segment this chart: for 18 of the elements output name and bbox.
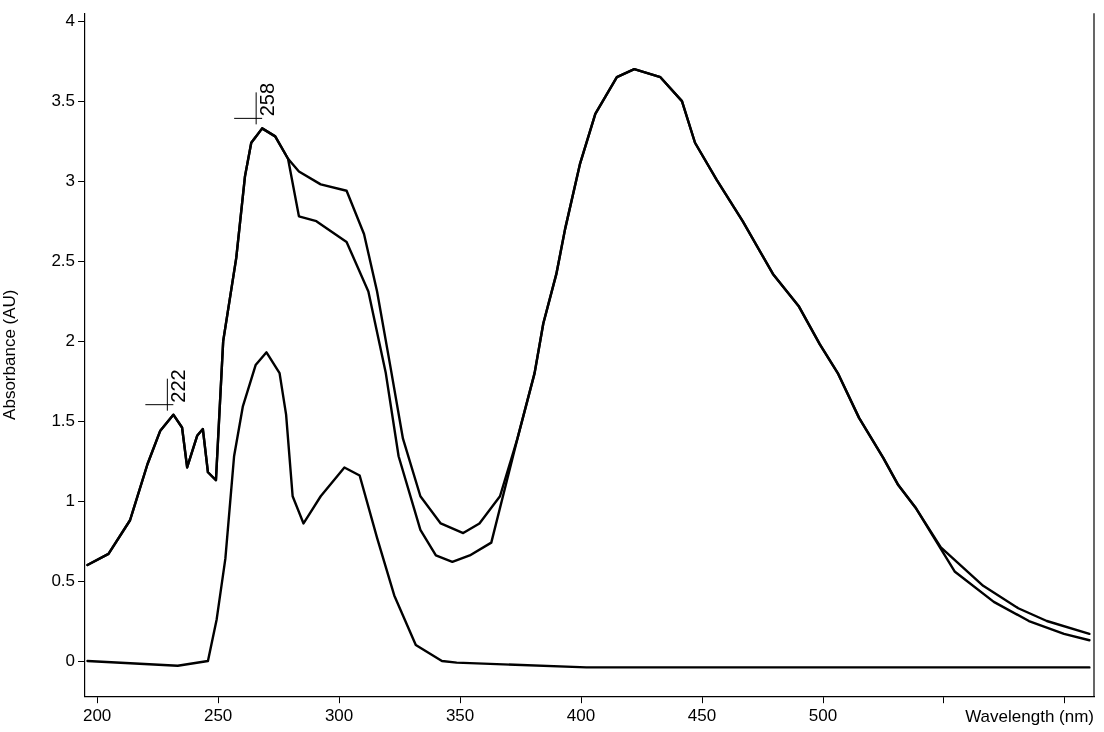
x-tick-label: 250 <box>203 706 233 726</box>
y-tick-label: 2 <box>65 330 76 350</box>
x-tick-label: 500 <box>808 706 838 726</box>
y-tick-label: 3 <box>65 170 76 190</box>
x-tick-label: 300 <box>324 706 354 726</box>
y-tick-label: 1.5 <box>51 410 76 430</box>
y-tick-label: 0.5 <box>51 570 76 590</box>
x-tick-label: 200 <box>82 706 112 726</box>
y-tick-label: 3.5 <box>51 90 76 110</box>
y-tick-label: 1 <box>65 490 76 510</box>
y-tick-label: 0 <box>65 650 76 670</box>
y-tick-label: 2.5 <box>51 250 76 270</box>
x-tick-label: 350 <box>445 706 475 726</box>
y-tick-label: 4 <box>65 10 76 30</box>
x-tick-label: 450 <box>687 706 717 726</box>
x-axis-title: Wavelength (nm) <box>965 707 1094 727</box>
y-axis-title: Absorbance (AU) <box>0 289 19 420</box>
x-tick-label: 400 <box>566 706 596 726</box>
